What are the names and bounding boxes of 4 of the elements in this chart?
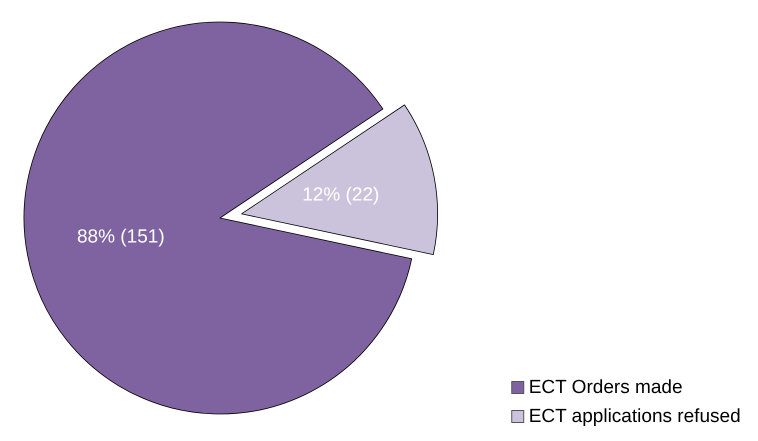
data-label: 12% (22) [302, 184, 380, 206]
legend-label: ECT applications refused [528, 406, 741, 427]
legend-label: ECT Orders made [528, 377, 683, 398]
data-label: 88% (151) [76, 226, 165, 248]
